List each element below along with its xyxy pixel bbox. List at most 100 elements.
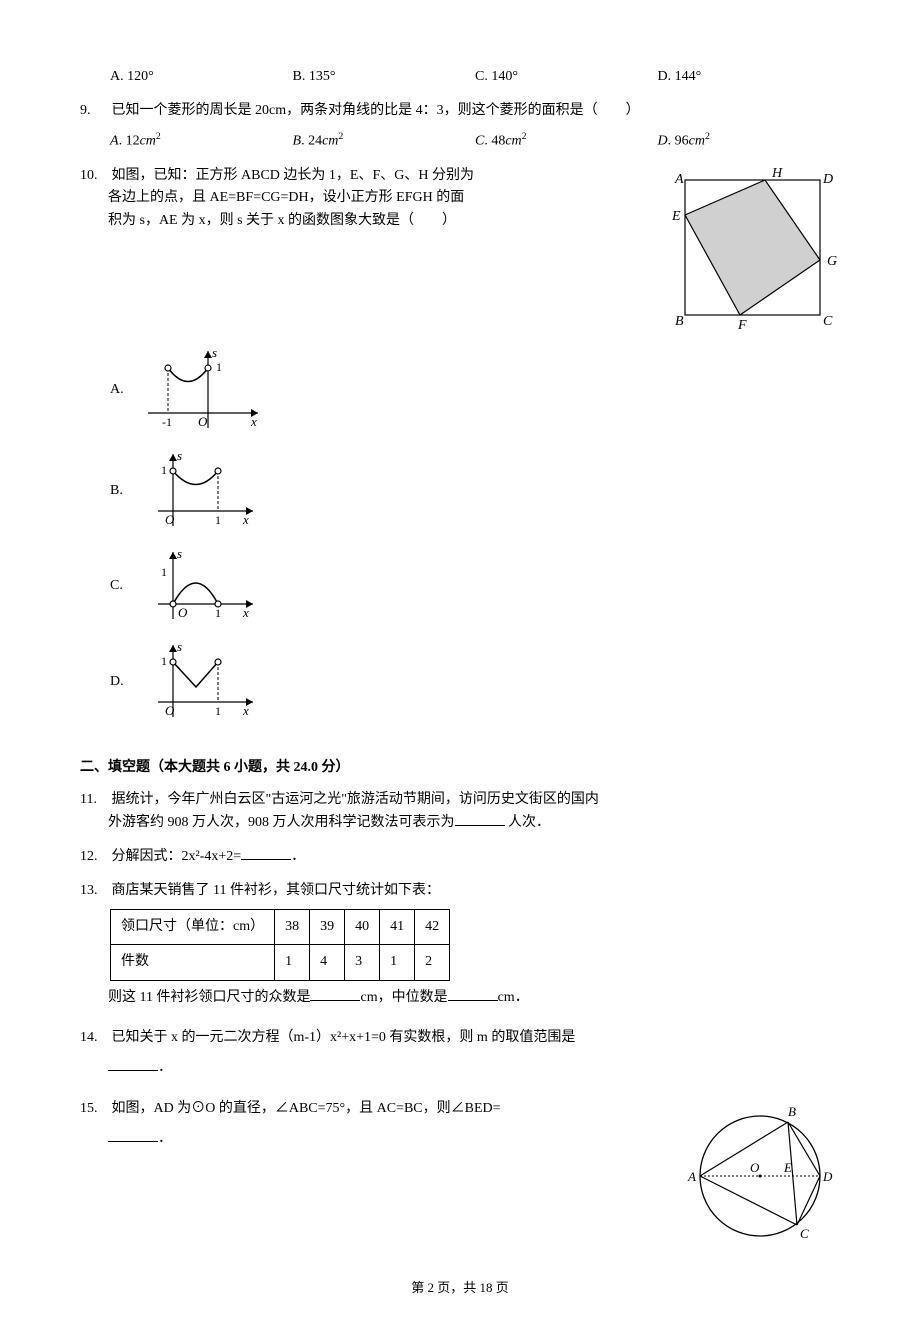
table-count-label: 件数 <box>111 945 275 980</box>
table-cell: 1 <box>275 945 310 980</box>
q10-text-line3: 积为 s，AE 为 x，则 s 关于 x 的函数图象大致是（ ） <box>80 210 650 232</box>
q10-option-d-label: D. <box>110 671 138 693</box>
q8-option-b: B. 135° <box>293 66 476 88</box>
table-row: 件数 1 4 3 1 2 <box>111 945 450 980</box>
q12-blank <box>241 846 291 860</box>
q8-option-a: A. 120° <box>110 66 293 88</box>
q10: 10. 如图，已知：正方形 ABCD 边长为 1，E、F、G、H 分别为 各边上… <box>80 165 840 727</box>
q10-figure: A H D E G B F C <box>660 165 840 335</box>
q13-tail-post: cm． <box>498 990 529 1005</box>
q10-option-a-row: A. s 1 x O -1 <box>110 343 840 438</box>
q12-post: ． <box>291 849 305 864</box>
svg-text:1: 1 <box>161 565 167 579</box>
q10-graph-b: s 1 x O 1 <box>138 446 268 536</box>
svg-text:O: O <box>750 1160 760 1175</box>
q14-line1: 已知关于 x 的一元二次方程（m-1）x²+x+1=0 有实数根，则 m 的取值… <box>112 1030 576 1045</box>
svg-text:E: E <box>783 1160 792 1175</box>
svg-text:s: s <box>177 448 182 463</box>
table-cell: 41 <box>380 909 415 944</box>
svg-text:s: s <box>177 639 182 654</box>
svg-text:s: s <box>212 345 217 360</box>
q10-graph-d: s 1 x O 1 <box>138 637 268 727</box>
q8-option-c: C. 140° <box>475 66 658 88</box>
q13-table: 领口尺寸（单位：cm） 38 39 40 41 42 件数 1 4 3 1 2 <box>110 909 450 981</box>
q12-number: 12. <box>80 846 108 868</box>
q9-text: 已知一个菱形的周长是 20cm，两条对角线的比是 4：3，则这个菱形的面积是（ … <box>112 103 640 118</box>
q10-text-line2: 各边上的点，且 AE=BF=CG=DH，设小正方形 EFGH 的面 <box>80 187 650 209</box>
svg-text:C: C <box>800 1226 809 1241</box>
svg-text:-1: -1 <box>162 415 172 429</box>
svg-text:F: F <box>737 318 747 333</box>
svg-text:1: 1 <box>161 463 167 477</box>
svg-text:x: x <box>242 512 249 527</box>
svg-text:s: s <box>177 546 182 561</box>
svg-text:A: A <box>674 172 684 187</box>
table-cell: 1 <box>380 945 415 980</box>
q10-number: 10. <box>80 165 108 187</box>
svg-text:x: x <box>242 703 249 718</box>
q9-option-c: C. 48cm2 <box>475 129 658 153</box>
table-cell: 38 <box>275 909 310 944</box>
q11-line2-post: 人次． <box>505 815 551 830</box>
table-cell: 42 <box>415 909 450 944</box>
q10-option-c-row: C. s 1 x O 1 <box>110 544 840 629</box>
q10-option-a-label: A. <box>110 379 138 401</box>
circle-diagram: A B C D E O <box>680 1098 840 1248</box>
q9-number: 9. <box>80 100 108 122</box>
q10-option-b-row: B. s 1 x O 1 <box>110 446 840 536</box>
q10-option-c-label: C. <box>110 575 138 597</box>
svg-text:O: O <box>165 512 175 527</box>
svg-text:G: G <box>827 254 837 269</box>
q14-blank <box>108 1057 158 1071</box>
q13-intro: 商店某天销售了 11 件衬衫，其领口尺寸统计如下表： <box>112 883 440 898</box>
svg-text:H: H <box>771 166 783 181</box>
svg-text:D: D <box>822 1169 833 1184</box>
q9-option-b: B. 24cm2 <box>293 129 476 153</box>
table-cell: 2 <box>415 945 450 980</box>
section2-title: 二、填空题（本大题共 6 小题，共 24.0 分） <box>80 757 840 779</box>
q15: 15. 如图，AD 为⊙O 的直径，∠ABC=75°，且 AC=BC，则∠BED… <box>80 1098 840 1248</box>
q14-post: ． <box>158 1060 172 1075</box>
q15-post: ． <box>158 1131 172 1146</box>
q13-tail-pre: 则这 11 件衬衫领口尺寸的众数是 <box>108 990 310 1005</box>
q12-pre: 分解因式：2x²-4x+2= <box>112 849 242 864</box>
page-footer: 第 2 页，共 18 页 <box>80 1278 840 1299</box>
q9-option-a: A. 12cm2 <box>110 129 293 153</box>
svg-text:B: B <box>788 1104 796 1119</box>
q8-option-d: D. 144° <box>658 66 841 88</box>
q12: 12. 分解因式：2x²-4x+2= ． <box>80 846 840 868</box>
table-cell: 40 <box>345 909 380 944</box>
table-row: 领口尺寸（单位：cm） 38 39 40 41 42 <box>111 909 450 944</box>
svg-text:A: A <box>687 1169 696 1184</box>
q15-figure: A B C D E O <box>680 1098 840 1248</box>
q14-number: 14. <box>80 1027 108 1049</box>
q13-blank1 <box>310 987 360 1001</box>
q11-number: 11. <box>80 789 108 811</box>
svg-text:x: x <box>250 414 257 429</box>
q14: 14. 已知关于 x 的一元二次方程（m-1）x²+x+1=0 有实数根，则 m… <box>80 1027 840 1080</box>
svg-text:O: O <box>198 414 208 429</box>
svg-text:1: 1 <box>216 360 222 374</box>
q13-blank2 <box>448 987 498 1001</box>
svg-text:D: D <box>822 172 833 187</box>
q11-line2-pre: 外游客约 908 万人次，908 万人次用科学记数法可表示为 <box>108 815 455 830</box>
square-efgh-diagram: A H D E G B F C <box>660 165 840 335</box>
q9: 9. 已知一个菱形的周长是 20cm，两条对角线的比是 4：3，则这个菱形的面积… <box>80 100 840 152</box>
q9-option-d: D. 96cm2 <box>658 129 841 153</box>
q15-blank <box>108 1128 158 1142</box>
table-cell: 4 <box>310 945 345 980</box>
q11-line1: 据统计，今年广州白云区"古运河之光"旅游活动节期间，访问历史文街区的国内 <box>112 792 599 807</box>
q13-tail-mid: cm，中位数是 <box>360 990 447 1005</box>
q10-text-line1: 如图，已知：正方形 ABCD 边长为 1，E、F、G、H 分别为 <box>112 168 474 183</box>
svg-text:1: 1 <box>215 704 221 718</box>
table-header-label: 领口尺寸（单位：cm） <box>111 909 275 944</box>
q10-graph-c: s 1 x O 1 <box>138 544 268 629</box>
table-cell: 3 <box>345 945 380 980</box>
svg-text:E: E <box>671 209 681 224</box>
q15-line1-pre: 如图，AD 为⊙O 的直径，∠ABC=75°，且 AC=BC，则∠BED= <box>112 1101 501 1116</box>
q15-number: 15. <box>80 1098 108 1120</box>
svg-text:x: x <box>242 605 249 620</box>
svg-text:C: C <box>823 314 833 329</box>
q10-option-b-label: B. <box>110 480 138 502</box>
svg-text:O: O <box>178 605 188 620</box>
